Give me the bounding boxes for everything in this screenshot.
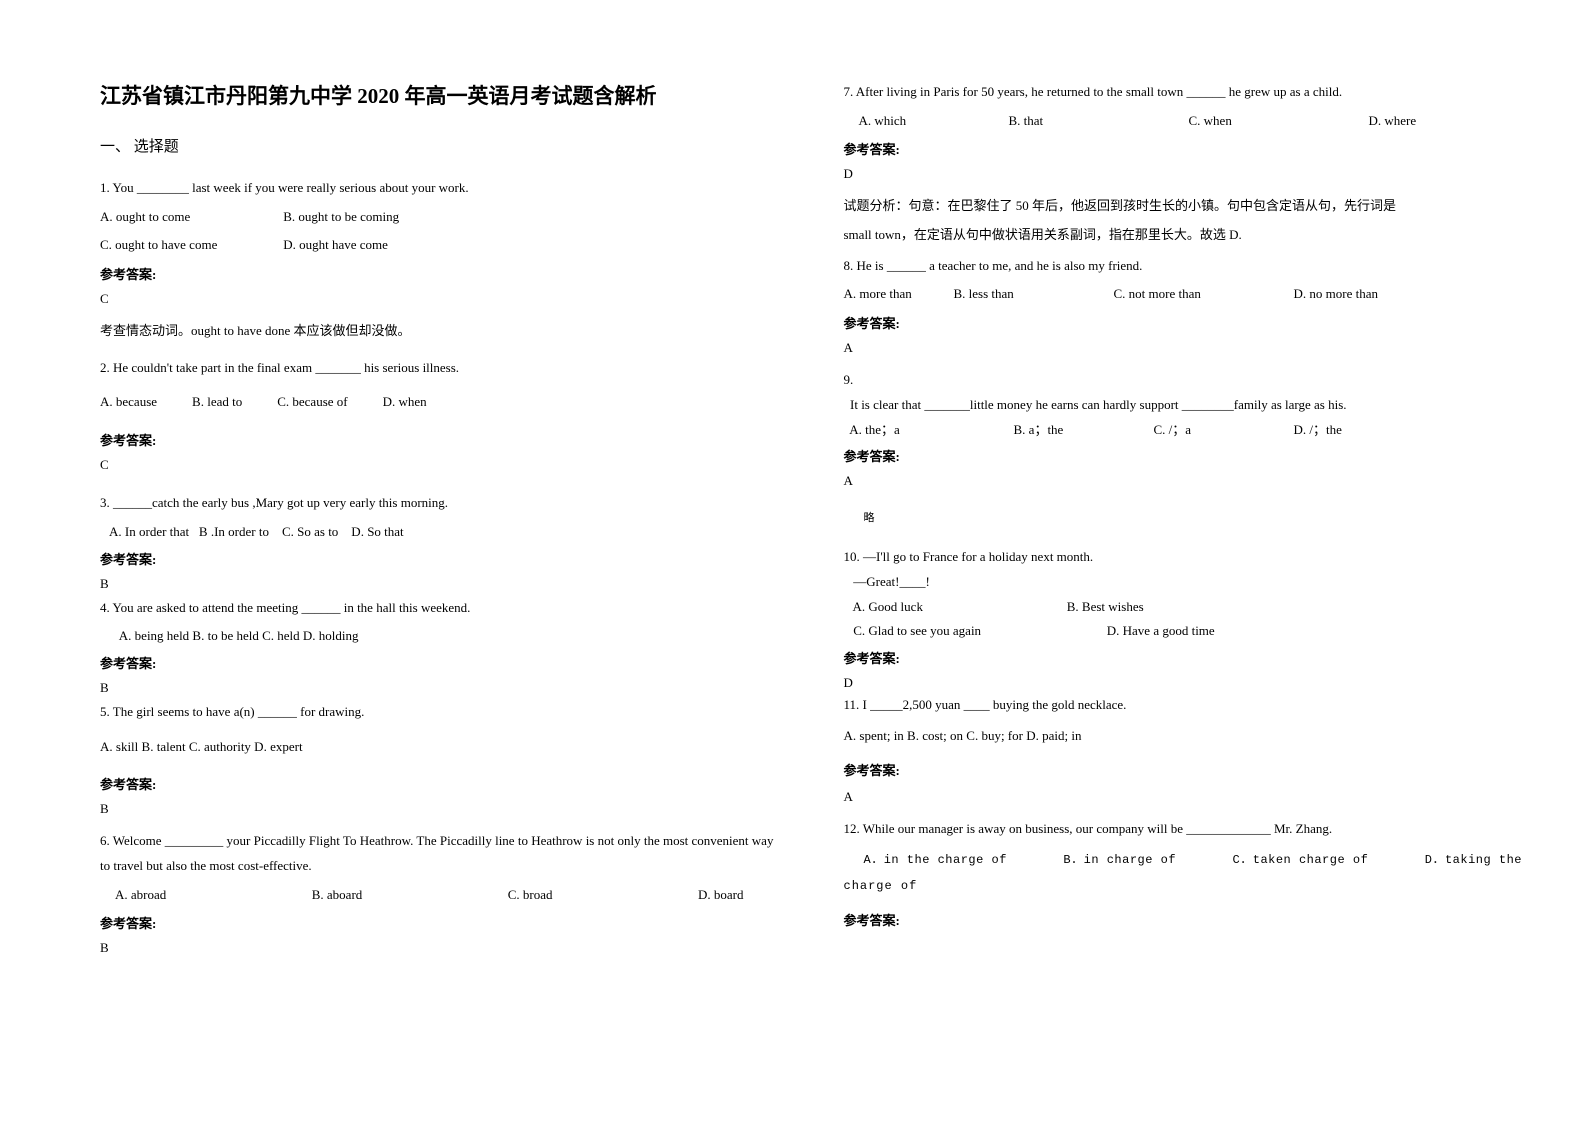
q12-optB: B．in charge of <box>1063 850 1176 867</box>
q10-text2: —Great!____! <box>844 570 1528 595</box>
q11-answer: A <box>844 789 1528 805</box>
q12-optA: A．in the charge of <box>864 850 1007 867</box>
q3-options: A. In order that B .In order to C. So as… <box>100 520 784 545</box>
q8-answer-label: 参考答案: <box>844 313 1528 332</box>
q12-optD: D．taking the <box>1425 850 1522 867</box>
q6-answer: B <box>100 940 784 956</box>
q1-optD: D. ought have come <box>283 237 388 252</box>
q8-options: A. more than B. less than C. not more th… <box>844 282 1528 307</box>
q4-answer: B <box>100 680 784 696</box>
q1-answer: C <box>100 291 784 307</box>
q9-num: 9. <box>844 368 1528 393</box>
exam-title: 江苏省镇江市丹阳第九中学 2020 年高一英语月考试题含解析 <box>100 80 784 110</box>
q1-options-row2: C. ought to have come D. ought have come <box>100 233 784 258</box>
q8-optB: B. less than <box>954 282 1114 307</box>
q11-options: A. spent; in B. cost; on C. buy; for D. … <box>844 724 1528 749</box>
q9-optC: C. /；a <box>1154 418 1294 443</box>
q11-text: 11. I _____2,500 yuan ____ buying the go… <box>844 693 1528 718</box>
q5-text: 5. The girl seems to have a(n) ______ fo… <box>100 700 784 725</box>
q10-optA: A. Good luck <box>844 595 1064 620</box>
q2-answer-label: 参考答案: <box>100 430 784 449</box>
q10-optD: D. Have a good time <box>1107 623 1215 638</box>
q6-optC: C. broad <box>508 883 553 908</box>
q12-options: A．in the charge of B．in charge of C．take… <box>864 850 1528 867</box>
q6-optA: A. abroad <box>115 883 166 908</box>
q2-optD: D. when <box>383 390 427 415</box>
q1-answer-label: 参考答案: <box>100 264 784 283</box>
q9-note: 略 <box>864 509 1528 525</box>
q4-text: 4. You are asked to attend the meeting _… <box>100 596 784 621</box>
q10-options-row1: A. Good luck B. Best wishes <box>844 595 1528 620</box>
q8-answer: A <box>844 340 1528 356</box>
q1-optC: C. ought to have come <box>100 233 280 258</box>
q2-answer: C <box>100 457 784 473</box>
q3-text: 3. ______catch the early bus ,Mary got u… <box>100 491 784 516</box>
q12-text2: charge of <box>844 875 1528 898</box>
q7-explanation1: 试题分析：句意：在巴黎住了 50 年后，他返回到孩时生长的小镇。句中包含定语从句… <box>844 194 1528 219</box>
q8-optC: C. not more than <box>1114 282 1294 307</box>
q6-answer-label: 参考答案: <box>100 913 784 932</box>
q12-answer-label: 参考答案: <box>844 910 1528 929</box>
q11-answer-label: 参考答案: <box>844 760 1528 779</box>
q3-answer: B <box>100 576 784 592</box>
q8-text: 8. He is ______ a teacher to me, and he … <box>844 254 1528 279</box>
q9-optD: D. /；the <box>1294 418 1342 443</box>
q10-text: 10. —I'll go to France for a holiday nex… <box>844 545 1528 570</box>
q6-text: 6. Welcome _________ your Piccadilly Fli… <box>100 829 784 878</box>
q7-answer: D <box>844 166 1528 182</box>
q7-optA: A. which <box>859 109 1009 134</box>
q6-optB: B. aboard <box>312 883 363 908</box>
q12-optC: C．taken charge of <box>1233 850 1369 867</box>
q3-answer-label: 参考答案: <box>100 549 784 568</box>
q1-optA: A. ought to come <box>100 205 280 230</box>
q9-optB: B. a；the <box>1014 418 1154 443</box>
q2-optA: A. because <box>100 390 157 415</box>
q12-text: 12. While our manager is away on busines… <box>844 817 1528 842</box>
q7-options: A. which B. that C. when D. where <box>859 109 1528 134</box>
q9-optA: A. the；a <box>844 418 1014 443</box>
q1-optB: B. ought to be coming <box>283 209 399 224</box>
q10-answer: D <box>844 675 1528 691</box>
q2-options: A. because B. lead to C. because of D. w… <box>100 390 784 415</box>
q7-explanation2: small town，在定语从句中做状语用关系副词，指在那里长大。故选 D. <box>844 223 1528 248</box>
q7-optC: C. when <box>1189 109 1369 134</box>
q7-optD: D. where <box>1369 109 1528 134</box>
q5-answer-label: 参考答案: <box>100 774 784 793</box>
q1-text: 1. You ________ last week if you were re… <box>100 176 784 201</box>
q2-text: 2. He couldn't take part in the final ex… <box>100 356 784 381</box>
q7-text: 7. After living in Paris for 50 years, h… <box>844 80 1528 105</box>
q7-optB: B. that <box>1009 109 1189 134</box>
q5-options: A. skill B. talent C. authority D. exper… <box>100 735 784 760</box>
left-column: 江苏省镇江市丹阳第九中学 2020 年高一英语月考试题含解析 一、 选择题 1.… <box>100 80 814 1082</box>
q6-optD: D. board <box>698 883 744 908</box>
q10-options-row2: C. Glad to see you again D. Have a good … <box>844 619 1528 644</box>
q2-optC: C. because of <box>277 390 347 415</box>
q7-answer-label: 参考答案: <box>844 139 1528 158</box>
q6-options: A. abroad B. aboard C. broad D. board <box>115 883 784 908</box>
q4-answer-label: 参考答案: <box>100 653 784 672</box>
q9-answer: A <box>844 473 1528 489</box>
right-column: 7. After living in Paris for 50 years, h… <box>814 80 1528 1082</box>
q1-explanation: 考查情态动词。ought to have done 本应该做但却没做。 <box>100 319 784 344</box>
q8-optA: A. more than <box>844 282 954 307</box>
q10-optC: C. Glad to see you again <box>844 619 1104 644</box>
q5-answer: B <box>100 801 784 817</box>
q8-optD: D. no more than <box>1294 282 1378 307</box>
q1-options-row1: A. ought to come B. ought to be coming <box>100 205 784 230</box>
q10-optB: B. Best wishes <box>1067 599 1144 614</box>
q4-options: A. being held B. to be held C. held D. h… <box>100 624 784 649</box>
q9-text: It is clear that _______little money he … <box>844 393 1528 418</box>
q9-options: A. the；a B. a；the C. /；a D. /；the <box>844 418 1528 443</box>
q9-answer-label: 参考答案: <box>844 446 1528 465</box>
q2-optB: B. lead to <box>192 390 242 415</box>
section-title: 一、 选择题 <box>100 135 784 156</box>
q10-answer-label: 参考答案: <box>844 648 1528 667</box>
